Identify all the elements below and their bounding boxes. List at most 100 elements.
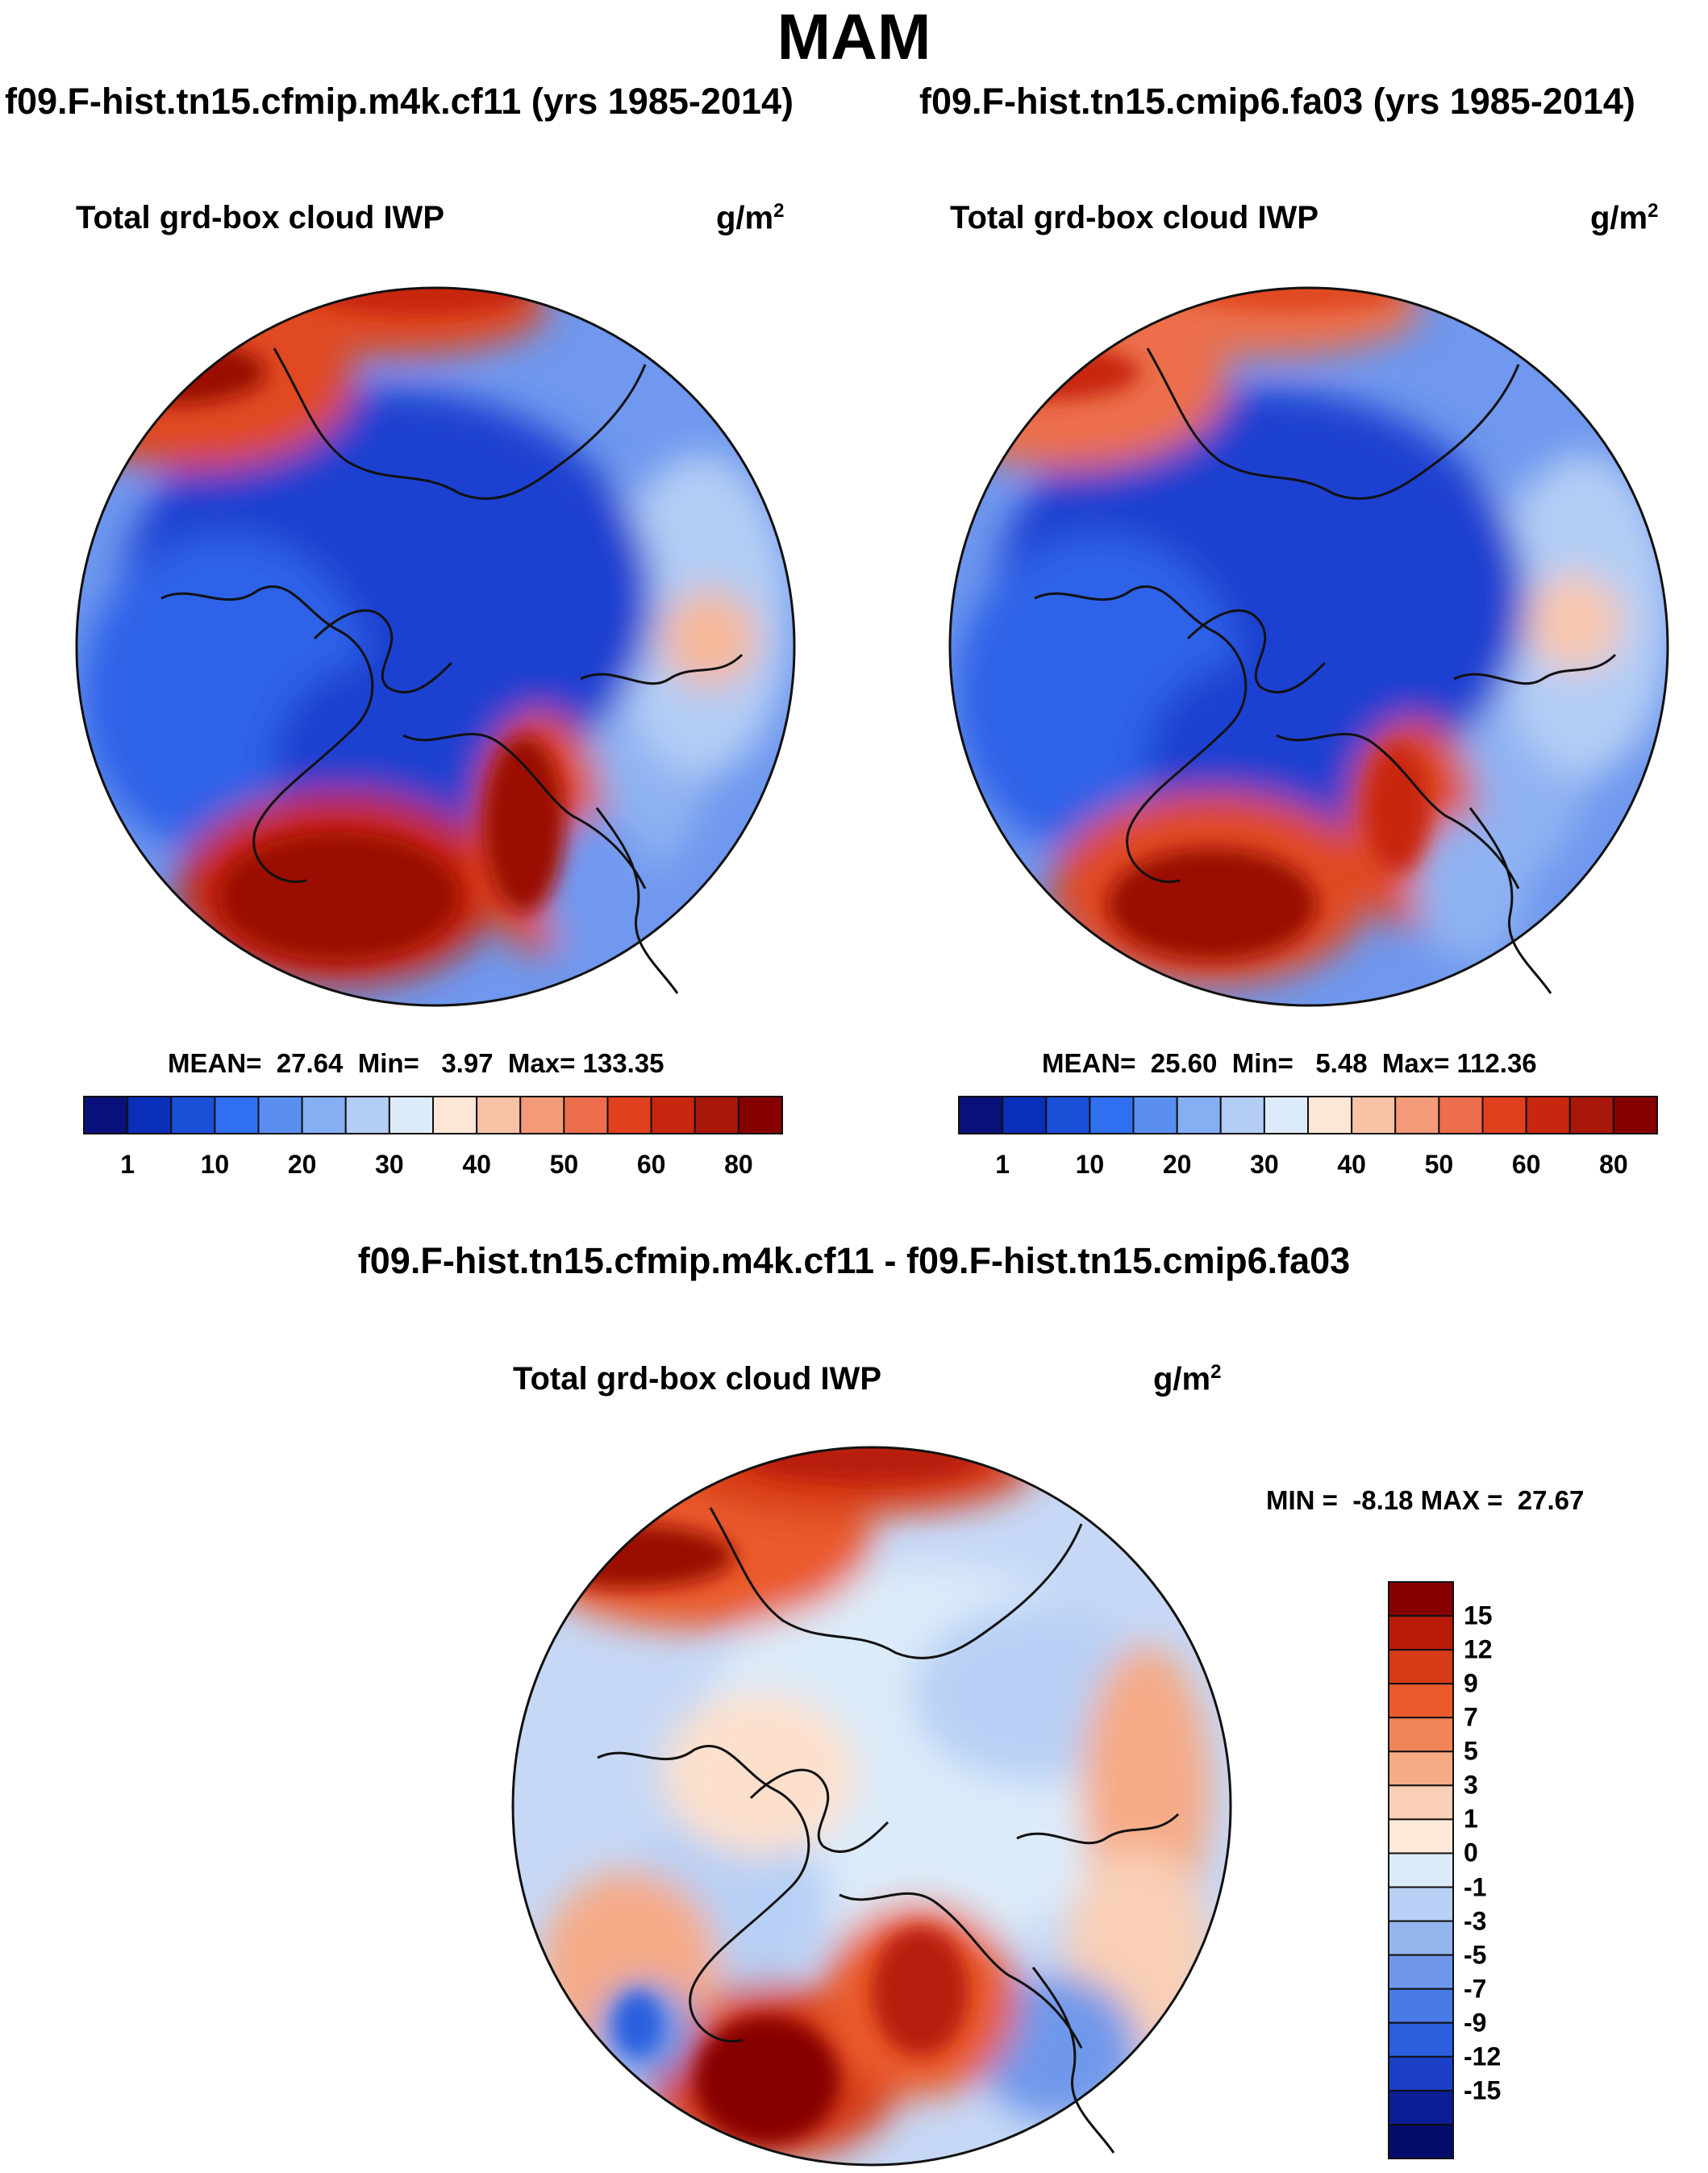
colorbar-tick-label: 1 [1464, 1804, 1478, 1834]
colorbar-swatch [1388, 1920, 1454, 1956]
diff-coastlines [597, 1507, 1180, 2154]
colorbar-swatch [1388, 1717, 1454, 1753]
colorbar-swatch [214, 1096, 260, 1134]
colorbar-tick-label: 80 [724, 1150, 753, 1179]
colorbar-swatch [1132, 1096, 1178, 1134]
colorbar-tick-label: -3 [1464, 1906, 1487, 1936]
left-units-label: g/m2 [716, 200, 785, 236]
colorbar-swatch [1388, 2055, 1454, 2092]
left-stats: MEAN= 27.64 Min= 3.97 Max= 133.35 [168, 1048, 664, 1078]
right-case-title: f09.F-hist.tn15.cmip6.fa03 (yrs 1985-201… [919, 81, 1635, 122]
colorbar-swatch [606, 1096, 652, 1134]
colorbar-swatch [1612, 1096, 1658, 1134]
colorbar-tick-label: 10 [1075, 1150, 1105, 1179]
colorbar-swatch [476, 1096, 522, 1134]
colorbar-tick-label: 5 [1464, 1736, 1478, 1766]
diff-colorbar [1388, 1581, 1454, 2159]
colorbar-swatch [1388, 1615, 1454, 1651]
colorbar-swatch [170, 1096, 216, 1134]
diff-title: f09.F-hist.tn15.cfmip.m4k.cf11 - f09.F-h… [357, 1240, 1351, 1281]
right-variable-label: Total grd-box cloud IWP [950, 200, 1318, 235]
colorbar-swatch [1388, 1649, 1454, 1685]
right-polar-map [948, 286, 1669, 1007]
colorbar-tick-label: 40 [1337, 1150, 1366, 1179]
colorbar-swatch [388, 1096, 434, 1134]
colorbar-tick-label: 40 [462, 1150, 491, 1179]
colorbar-tick-label: 20 [1162, 1150, 1192, 1179]
right-colorbar-ticks: 1 10 20 30 40 50 60 80 [959, 1150, 1657, 1182]
right-colorbar [958, 1096, 1658, 1134]
left-case-title: f09.F-hist.tn15.cfmip.m4k.cf11 (yrs 1985… [5, 81, 794, 122]
colorbar-tick-label: 1 [995, 1150, 1010, 1179]
colorbar-swatch [1388, 1683, 1454, 1719]
colorbar-swatch [1388, 1988, 1454, 2024]
colorbar-swatch [1307, 1096, 1353, 1134]
diff-variable-label: Total grd-box cloud IWP [513, 1361, 881, 1397]
colorbar-swatch [1388, 1784, 1454, 1821]
colorbar-swatch [958, 1096, 1004, 1134]
colorbar-tick-label: -5 [1464, 1940, 1487, 1970]
left-map-border [75, 286, 796, 1007]
colorbar-swatch [1388, 2123, 1454, 2159]
colorbar-swatch [1388, 2021, 1454, 2058]
colorbar-tick-label: 80 [1599, 1150, 1628, 1179]
colorbar-swatch [694, 1096, 739, 1134]
colorbar-tick-label: 1 [120, 1150, 135, 1179]
colorbar-swatch [344, 1096, 390, 1134]
left-colorbar-ticks: 1 10 20 30 40 50 60 80 [84, 1150, 782, 1182]
colorbar-swatch [432, 1096, 478, 1134]
colorbar-tick-label: 30 [1250, 1150, 1279, 1179]
colorbar-swatch [1388, 1886, 1454, 1922]
left-colorbar [83, 1096, 783, 1134]
colorbar-tick-label: -15 [1464, 2075, 1502, 2105]
colorbar-swatch [1481, 1096, 1527, 1134]
colorbar-tick-label: 30 [375, 1150, 404, 1179]
colorbar-swatch [1351, 1096, 1397, 1134]
colorbar-swatch [1525, 1096, 1571, 1134]
colorbar-swatch [563, 1096, 609, 1134]
colorbar-tick-label: 12 [1464, 1634, 1493, 1664]
right-units-label: g/m2 [1590, 200, 1659, 236]
colorbar-swatch [1045, 1096, 1091, 1134]
right-stats: MEAN= 25.60 Min= 5.48 Max= 112.36 [1042, 1048, 1537, 1078]
colorbar-swatch [1388, 2089, 1454, 2125]
colorbar-swatch [301, 1096, 347, 1134]
colorbar-swatch [737, 1096, 783, 1134]
colorbar-swatch [519, 1096, 565, 1134]
colorbar-tick-label: 60 [636, 1150, 666, 1179]
colorbar-tick-label: 10 [200, 1150, 230, 1179]
colorbar-tick-label: 7 [1464, 1702, 1478, 1732]
colorbar-swatch [650, 1096, 696, 1134]
diff-min-max: MIN = -8.18 MAX = 27.67 [1266, 1485, 1585, 1515]
colorbar-tick-label: 60 [1511, 1150, 1541, 1179]
colorbar-swatch [1176, 1096, 1222, 1134]
left-variable-label: Total grd-box cloud IWP [76, 200, 444, 235]
colorbar-tick-label: 20 [287, 1150, 317, 1179]
colorbar-tick-label: 0 [1464, 1838, 1478, 1867]
colorbar-swatch [1388, 1954, 1454, 1990]
colorbar-swatch [1388, 1750, 1454, 1787]
season-title: MAM [777, 1, 931, 73]
diff-units-label: g/m2 [1153, 1361, 1222, 1397]
colorbar-swatch [1219, 1096, 1265, 1134]
colorbar-tick-label: -1 [1464, 1872, 1487, 1902]
left-coastlines [160, 348, 744, 994]
colorbar-tick-label: -12 [1464, 2042, 1502, 2071]
colorbar-swatch [1002, 1096, 1048, 1134]
colorbar-tick-label: -9 [1464, 2008, 1487, 2038]
colorbar-swatch [257, 1096, 303, 1134]
colorbar-tick-label: 50 [1424, 1150, 1454, 1179]
diff-colorbar-ticks: 15 12 9 7 5 3 1 0 -1 -3 -5 -7 -9 -12 -15 [1464, 1582, 1560, 2158]
diff-polar-map [511, 1446, 1232, 2167]
diff-map-border [511, 1446, 1232, 2167]
colorbar-swatch [1394, 1096, 1440, 1134]
colorbar-swatch [1388, 1852, 1454, 1888]
colorbar-swatch [1438, 1096, 1484, 1134]
left-polar-map [75, 286, 796, 1007]
colorbar-swatch [83, 1096, 129, 1134]
colorbar-tick-label: 9 [1464, 1668, 1478, 1698]
colorbar-tick-label: 50 [549, 1150, 579, 1179]
colorbar-swatch [1568, 1096, 1614, 1134]
colorbar-swatch [1263, 1096, 1309, 1134]
colorbar-swatch [127, 1096, 173, 1134]
